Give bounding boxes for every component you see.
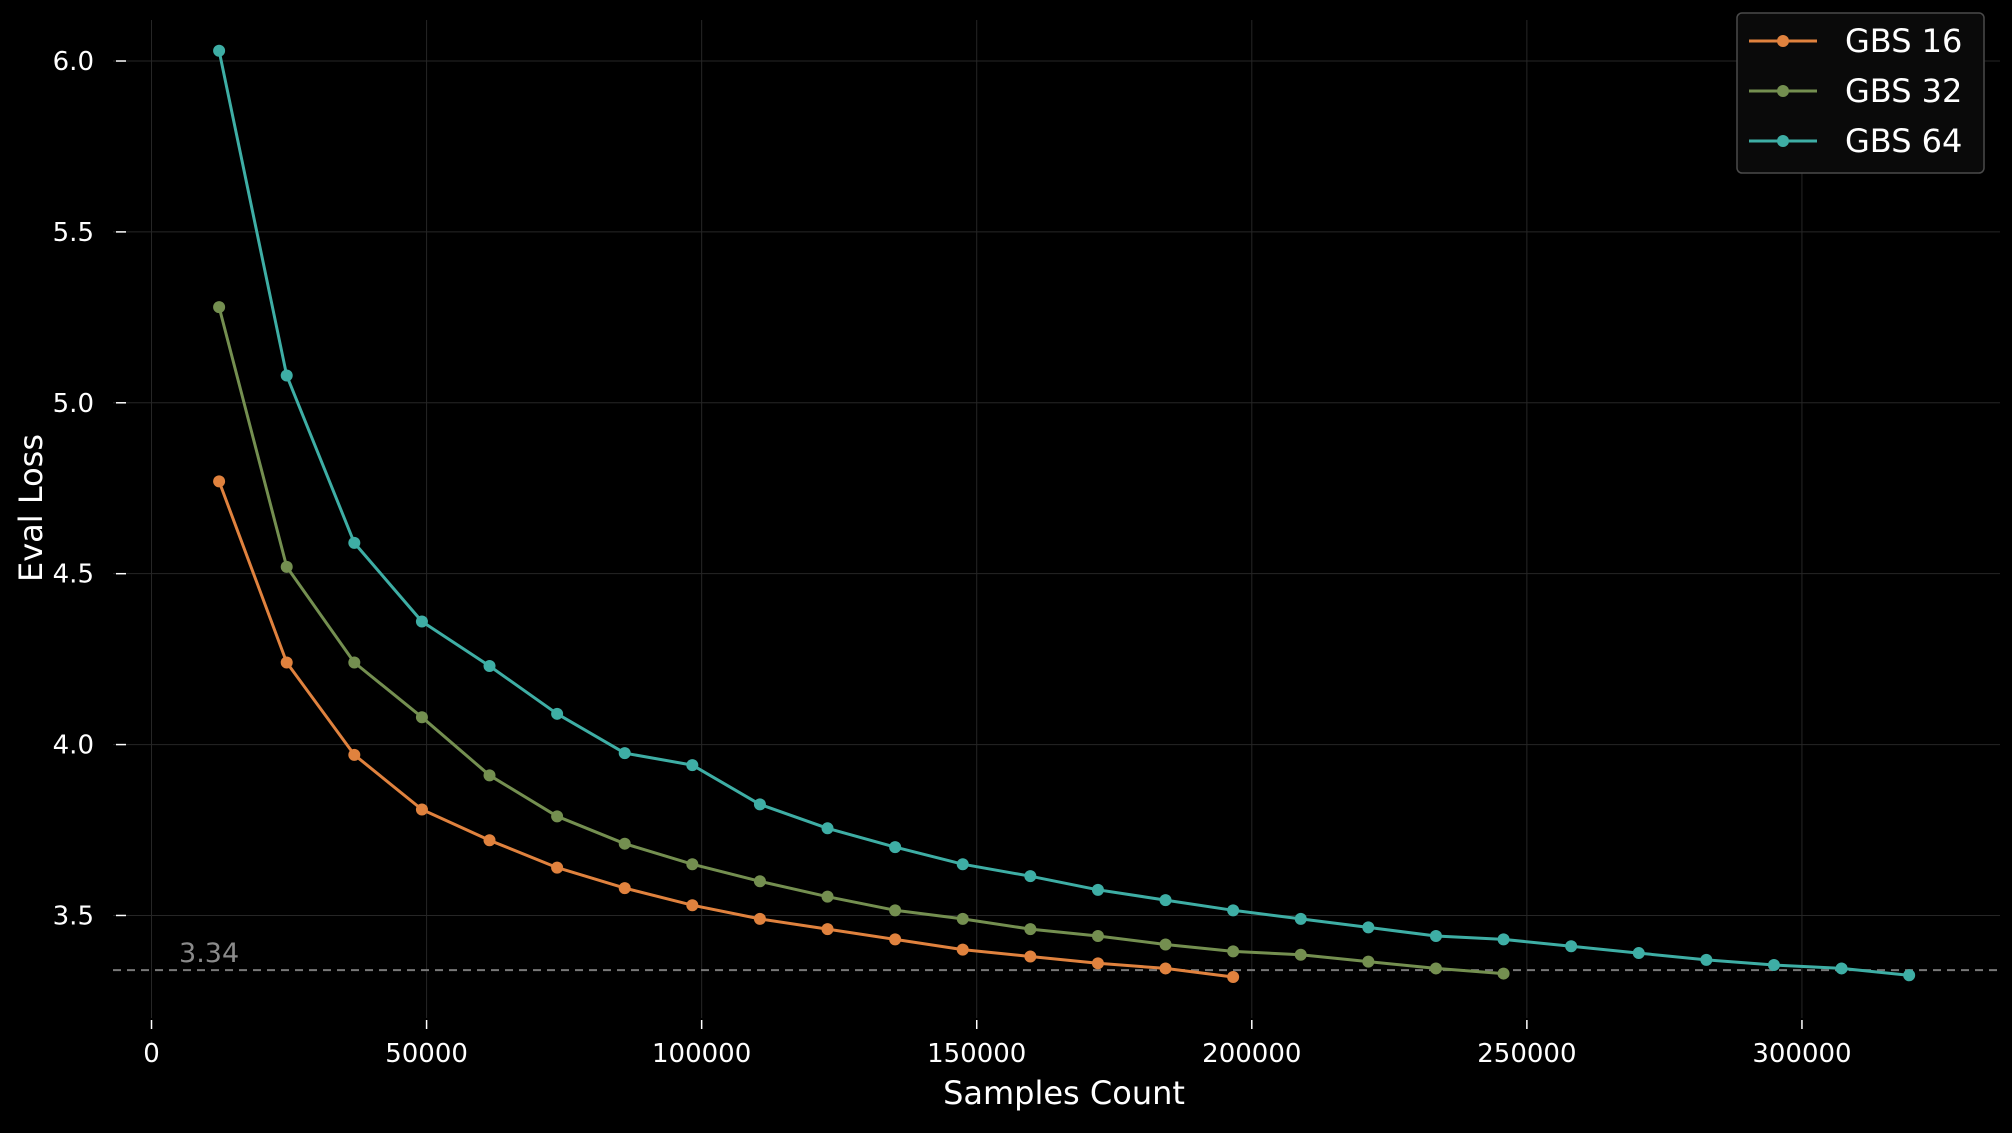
- data-point: [551, 861, 564, 874]
- series-line: [217, 50, 1910, 977]
- reference-line-label: 3.34: [179, 938, 239, 969]
- data-point: [618, 747, 631, 760]
- data-point: [889, 904, 902, 917]
- data-point: [1159, 894, 1172, 907]
- data-point: [348, 536, 361, 549]
- data-point: [686, 899, 699, 912]
- series-line: [217, 480, 1234, 979]
- y-tick-label: 3.5: [53, 901, 94, 931]
- x-tick-label: 50000: [385, 1039, 468, 1069]
- data-point: [753, 912, 766, 925]
- data-point: [415, 803, 428, 816]
- data-point: [956, 943, 969, 956]
- data-point: [956, 912, 969, 925]
- data-point: [415, 615, 428, 628]
- data-point: [686, 858, 699, 871]
- data-point: [1024, 870, 1037, 883]
- data-point: [1903, 969, 1916, 982]
- data-point: [1565, 940, 1578, 953]
- data-point: [1091, 929, 1104, 942]
- data-point: [1700, 953, 1713, 966]
- series-3: [213, 44, 1916, 982]
- series-layer: [213, 44, 1916, 983]
- y-tick-label: 4.0: [53, 731, 94, 761]
- data-point: [1767, 959, 1780, 972]
- data-point: [483, 659, 496, 672]
- x-tick-label: 200000: [1202, 1039, 1301, 1069]
- data-point: [1835, 962, 1848, 975]
- y-tick-label: 5.0: [53, 389, 94, 419]
- data-point: [1429, 929, 1442, 942]
- data-point: [1497, 967, 1510, 980]
- data-point: [1429, 962, 1442, 975]
- data-point: [1091, 883, 1104, 896]
- data-point: [889, 933, 902, 946]
- reference-line: 3.34: [113, 938, 2000, 972]
- data-point: [686, 759, 699, 772]
- data-point: [348, 748, 361, 761]
- x-tick-label: 100000: [652, 1039, 751, 1069]
- data-point: [618, 882, 631, 895]
- x-tick-label: 250000: [1477, 1039, 1576, 1069]
- data-point: [213, 475, 226, 488]
- data-point: [821, 822, 834, 835]
- data-point: [483, 834, 496, 847]
- legend-box: [1736, 12, 1985, 174]
- data-point: [551, 707, 564, 720]
- y-tick-label: 4.5: [53, 560, 94, 590]
- data-point: [1362, 955, 1375, 968]
- legend-marker: [1777, 35, 1789, 47]
- data-point: [1362, 921, 1375, 934]
- series-2: [213, 301, 1510, 980]
- legend-marker: [1777, 85, 1789, 97]
- data-point: [753, 875, 766, 888]
- legend-label: GBS 16: [1845, 22, 1962, 60]
- data-point: [483, 769, 496, 782]
- data-point: [1294, 948, 1307, 961]
- series-line: [217, 306, 1504, 976]
- data-point: [1227, 970, 1240, 983]
- legend-marker: [1777, 135, 1789, 147]
- x-tick-label: 0: [143, 1039, 160, 1069]
- data-point: [415, 711, 428, 724]
- data-point: [1227, 945, 1240, 958]
- data-point: [1091, 957, 1104, 970]
- data-point: [213, 44, 226, 57]
- data-point: [821, 923, 834, 936]
- axes: 0 50000 100000 150000 200000 250000 300000 3.5 4…: [53, 47, 1852, 1069]
- y-tick-label: 6.0: [53, 47, 94, 77]
- data-point: [956, 858, 969, 871]
- data-point: [1159, 962, 1172, 975]
- grid: [113, 20, 2000, 1018]
- legend-label: GBS 64: [1845, 122, 1962, 160]
- data-point: [280, 560, 293, 573]
- x-tick-label: 150000: [927, 1039, 1026, 1069]
- data-point: [280, 369, 293, 382]
- data-point: [889, 841, 902, 854]
- y-tick-label: 5.5: [53, 218, 94, 248]
- legend: GBS 16 GBS 32 GBS 64: [1736, 12, 1985, 174]
- data-point: [551, 810, 564, 823]
- data-point: [1024, 950, 1037, 963]
- data-point: [821, 890, 834, 903]
- data-point: [348, 656, 361, 669]
- data-point: [618, 837, 631, 850]
- y-axis-label: Eval Loss: [12, 434, 50, 582]
- x-axis-label: Samples Count: [943, 1074, 1185, 1112]
- legend-label: GBS 32: [1845, 72, 1962, 110]
- data-point: [1024, 923, 1037, 936]
- data-point: [753, 798, 766, 811]
- data-point: [1294, 912, 1307, 925]
- data-point: [1497, 933, 1510, 946]
- data-point: [1632, 947, 1645, 960]
- data-point: [1227, 904, 1240, 917]
- series-1: [213, 475, 1240, 983]
- data-point: [280, 656, 293, 669]
- data-point: [1159, 938, 1172, 951]
- x-tick-label: 300000: [1752, 1039, 1851, 1069]
- data-point: [213, 301, 226, 314]
